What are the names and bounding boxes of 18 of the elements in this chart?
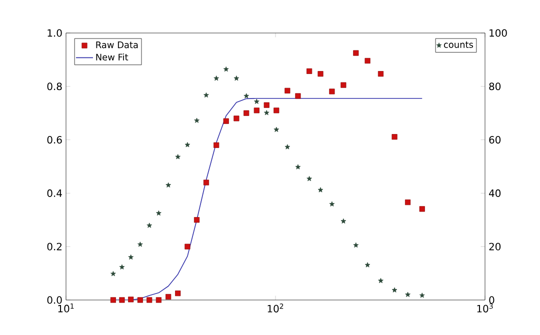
y2-tick-label: 0: [489, 296, 494, 304]
y2-tick-label: 20: [489, 242, 501, 250]
x-tick-label: 10$^{3}$: [477, 304, 493, 312]
y-tick-label: 0.2: [47, 242, 62, 250]
y2-tick-label: 80: [489, 82, 501, 90]
y-tick-label: 1.0: [48, 29, 62, 37]
y-tick-label: 0.8: [47, 82, 62, 90]
y2-tick-label: 40: [489, 189, 501, 197]
y-tick-label: 0.6: [47, 136, 62, 144]
legend-label: counts: [444, 42, 474, 48]
x-tick-label: 10$^{2}$: [268, 304, 284, 312]
y-tick-label: 0.4: [47, 189, 62, 197]
legend-label: New Fit: [96, 54, 128, 60]
legend-label: Raw Data: [96, 42, 138, 48]
x-tick-label: 10$^{1}$: [58, 304, 74, 312]
y2-tick-label: 100: [490, 29, 507, 37]
y2-tick-label: 60: [489, 136, 501, 144]
y-tick-label: 0.0: [47, 296, 62, 304]
